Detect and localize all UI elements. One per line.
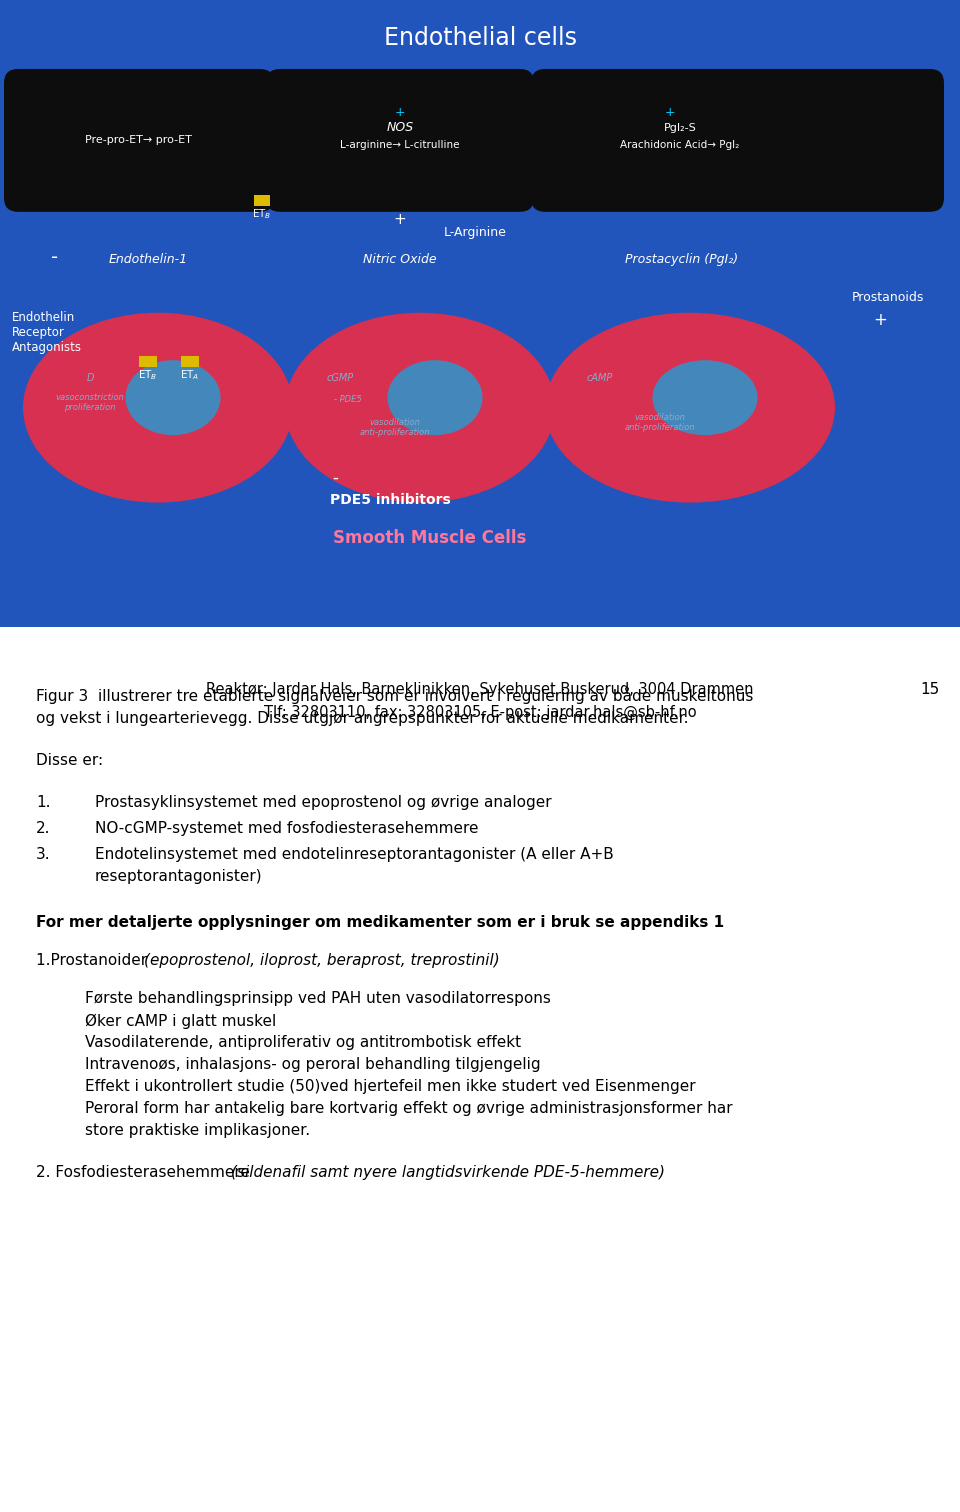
Text: Øker cAMP i glatt muskel: Øker cAMP i glatt muskel [85,1013,276,1028]
Text: -: - [332,469,338,487]
Ellipse shape [653,360,757,435]
FancyBboxPatch shape [266,70,534,212]
Text: ET$_A$: ET$_A$ [180,367,200,381]
Text: +: + [664,106,675,119]
Text: +: + [873,311,887,328]
Text: Arachidonic Acid→ PgI₂: Arachidonic Acid→ PgI₂ [620,141,739,150]
Text: - PDE5: - PDE5 [334,395,362,404]
Text: cGMP: cGMP [326,372,353,383]
Text: Prostanoids: Prostanoids [852,292,924,304]
FancyBboxPatch shape [4,70,274,212]
Text: NOS: NOS [387,121,414,135]
Ellipse shape [545,313,835,502]
Text: ET$_B$: ET$_B$ [138,367,157,381]
Text: Prostasyklinsystemet med epoprostenol og øvrige analoger: Prostasyklinsystemet med epoprostenol og… [95,795,552,810]
Text: store praktiske implikasjoner.: store praktiske implikasjoner. [85,1123,310,1139]
Text: Vasodilaterende, antiproliferativ og antitrombotisk effekt: Vasodilaterende, antiproliferativ og ant… [85,1036,521,1051]
Text: Endothelial cells: Endothelial cells [383,26,577,50]
Bar [181,355,199,367]
Text: Tlf: 32803110, fax: 32803105, E-post: jardar.hals@sb-hf.no: Tlf: 32803110, fax: 32803105, E-post: ja… [264,705,696,720]
Text: Smooth Muscle Cells: Smooth Muscle Cells [333,529,527,546]
Text: vasoconstriction
proliferation: vasoconstriction proliferation [56,393,125,413]
Text: Pre-pro-ET→ pro-ET: Pre-pro-ET→ pro-ET [84,135,191,145]
Text: For mer detaljerte opplysninger om medikamenter som er i bruk se appendiks 1: For mer detaljerte opplysninger om medik… [36,915,724,930]
Text: cAMP: cAMP [587,372,613,383]
Text: Figur 3  illustrerer tre etablerte signalveier som er involvert i regulering av : Figur 3 illustrerer tre etablerte signal… [36,688,754,705]
Text: vasodilation
anti-proliferation: vasodilation anti-proliferation [360,417,430,437]
Text: 1.: 1. [36,795,51,810]
Text: vasodilation
anti-proliferation: vasodilation anti-proliferation [625,413,695,432]
Text: og vekst i lungearterievegg. Disse utgjør angrepspunkter for aktuelle medikament: og vekst i lungearterievegg. Disse utgjø… [36,712,688,726]
Text: D: D [86,372,94,383]
Text: ET$_B$: ET$_B$ [252,207,272,221]
Bar [254,195,270,206]
Text: Endothelin-1: Endothelin-1 [108,254,187,266]
Text: Reaktør: Jardar Hals, Barneklinikken, Sykehuset Buskerud, 3004 Drammen: Reaktør: Jardar Hals, Barneklinikken, Sy… [206,682,754,697]
Text: 2. Fosfodiesterasehemmere: 2. Fosfodiesterasehemmere [36,1166,254,1181]
Text: -: - [52,248,59,268]
Text: Intravenoøs, inhalasjons- og peroral behandling tilgjengelig: Intravenoøs, inhalasjons- og peroral beh… [85,1057,540,1072]
Ellipse shape [126,360,221,435]
Ellipse shape [388,360,483,435]
Text: Prostacyclin (PgI₂): Prostacyclin (PgI₂) [625,254,738,266]
Text: Første behandlingsprinsipp ved PAH uten vasodilatorrespons: Første behandlingsprinsipp ved PAH uten … [85,992,551,1007]
Text: Disse er:: Disse er: [36,753,103,768]
Text: Effekt i ukontrollert studie (50)ved hjertefeil men ikke studert ved Eisenmenger: Effekt i ukontrollert studie (50)ved hje… [85,1080,696,1095]
Ellipse shape [285,313,555,502]
Text: PDE5 inhibitors: PDE5 inhibitors [329,493,450,507]
Text: (epoprostenol, iloprost, beraprost, treprostinil): (epoprostenol, iloprost, beraprost, trep… [144,954,500,969]
Text: (sildenafil samt nyere langtidsvirkende PDE-5-hemmere): (sildenafil samt nyere langtidsvirkende … [231,1166,665,1181]
Text: L-arginine→ L-citrulline: L-arginine→ L-citrulline [340,141,460,150]
Text: NO-cGMP-systemet med fosfodiesterasehemmere: NO-cGMP-systemet med fosfodiesterasehemm… [95,821,478,836]
Text: L-Arginine: L-Arginine [444,227,507,239]
Text: PgI₂-S: PgI₂-S [663,122,696,133]
Text: 2.: 2. [36,821,51,836]
Ellipse shape [23,313,293,502]
Text: Endothelin
Receptor
Antagonists: Endothelin Receptor Antagonists [12,311,82,354]
FancyBboxPatch shape [531,70,944,212]
Text: Nitric Oxide: Nitric Oxide [363,254,437,266]
Text: 3.: 3. [36,848,51,862]
Text: 15: 15 [921,682,940,697]
Text: Endotelinsystemet med endotelinreseptorantagonister (A eller A+B: Endotelinsystemet med endotelinreseptora… [95,848,613,862]
Text: Peroral form har antakelig bare kortvarig effekt og øvrige administrasjonsformer: Peroral form har antakelig bare kortvari… [85,1101,732,1116]
Text: +: + [394,212,406,227]
Text: 1.Prostanoider: 1.Prostanoider [36,954,152,969]
Bar [139,355,157,367]
Text: reseptorantagonister): reseptorantagonister) [95,869,263,885]
Text: +: + [395,106,405,119]
